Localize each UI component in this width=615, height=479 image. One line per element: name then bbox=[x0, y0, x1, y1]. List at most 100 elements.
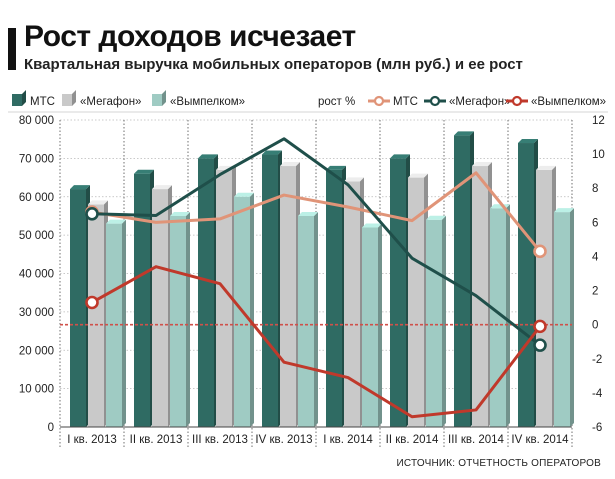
growth-line-megafon bbox=[90, 137, 542, 347]
bar-top bbox=[326, 165, 346, 170]
growth-tick-label: 2 bbox=[592, 286, 598, 298]
growth-endpoint-marker bbox=[85, 295, 99, 310]
title-accent-bar bbox=[8, 28, 16, 70]
legend-line-label-vympelcom: «Вымпелком» bbox=[531, 96, 606, 108]
bar-top bbox=[518, 139, 538, 144]
bar-mts bbox=[262, 154, 278, 427]
bar-top bbox=[298, 211, 318, 216]
y-tick-label: 0 bbox=[48, 422, 54, 434]
bar-megafon bbox=[408, 177, 424, 427]
growth-endpoint-marker bbox=[533, 338, 547, 352]
legend-swatch-mts bbox=[12, 94, 22, 106]
bar-megafon bbox=[152, 189, 168, 427]
legend-line-label-mts: МТС bbox=[393, 96, 418, 108]
legend-swatch-megafon bbox=[62, 94, 72, 106]
growth-lines bbox=[85, 137, 547, 419]
x-tick-label: IV кв. 2014 bbox=[511, 434, 569, 446]
bar-mts bbox=[518, 143, 534, 427]
legend-swatch-side bbox=[162, 90, 166, 106]
bar-top bbox=[152, 185, 172, 190]
bar-top bbox=[344, 177, 364, 182]
bar-vympelcom bbox=[170, 215, 186, 427]
bar-top bbox=[88, 200, 108, 205]
x-tick-label: I кв. 2013 bbox=[67, 434, 117, 446]
growth-tick-label: -4 bbox=[592, 388, 603, 400]
chart-title: Рост доходов исчезает bbox=[24, 20, 356, 53]
growth-tick-label: -2 bbox=[592, 354, 602, 366]
bar-top bbox=[198, 154, 218, 159]
legend-growth-label: рост % bbox=[318, 96, 355, 108]
growth-endpoint-marker bbox=[533, 319, 547, 334]
bar-side bbox=[314, 211, 318, 427]
bar-top bbox=[134, 169, 154, 174]
bar-top bbox=[454, 131, 474, 136]
bar-megafon bbox=[216, 169, 232, 427]
bar-mts bbox=[134, 173, 150, 427]
x-tick-label: III кв. 2013 bbox=[192, 434, 248, 446]
legend-swatch-side bbox=[72, 90, 76, 106]
y-tick-label: 10 000 bbox=[19, 384, 54, 396]
bar-top bbox=[408, 173, 428, 178]
bar-top bbox=[472, 162, 492, 167]
y-tick-label: 50 000 bbox=[19, 230, 54, 242]
x-tick-label: I кв. 2014 bbox=[323, 434, 373, 446]
y-tick-label: 40 000 bbox=[19, 269, 54, 281]
legend-swatch-vympelcom bbox=[152, 94, 162, 106]
y-tick-label: 70 000 bbox=[19, 153, 54, 165]
bar-vympelcom bbox=[362, 227, 378, 427]
bar-side bbox=[570, 208, 574, 427]
bar-top bbox=[426, 215, 446, 220]
growth-endpoint-marker bbox=[533, 244, 547, 259]
bar-side bbox=[186, 211, 190, 427]
y-tick-label: 60 000 bbox=[19, 192, 54, 204]
bar-top bbox=[280, 162, 300, 167]
growth-tick-label: 6 bbox=[592, 217, 598, 229]
bar-top bbox=[262, 150, 282, 155]
bar-vympelcom bbox=[106, 223, 122, 427]
bar-megafon bbox=[280, 166, 296, 428]
bar-side bbox=[506, 204, 510, 427]
legend-swatch-side bbox=[22, 90, 26, 106]
bar-mts bbox=[390, 158, 406, 427]
growth-tick-label: 8 bbox=[592, 183, 598, 195]
bar-top bbox=[234, 192, 254, 197]
legend-label-megafon: «Мегафон» bbox=[80, 96, 141, 108]
y-tick-label: 30 000 bbox=[19, 307, 54, 319]
bar-mts bbox=[326, 169, 342, 427]
bar-top bbox=[554, 208, 574, 213]
legend-label-mts: МТС bbox=[30, 96, 55, 108]
growth-endpoint-marker bbox=[85, 207, 99, 221]
chart-subtitle: Квартальная выручка мобильных операторов… bbox=[24, 56, 523, 73]
bar-vympelcom bbox=[426, 219, 442, 427]
bar-top bbox=[390, 154, 410, 159]
bar-top bbox=[70, 185, 90, 190]
bar-top bbox=[106, 219, 126, 224]
growth-tick-label: 0 bbox=[592, 320, 598, 332]
x-tick-label: II кв. 2014 bbox=[386, 434, 439, 446]
y-tick-label: 80 000 bbox=[19, 115, 54, 127]
y-tick-label: 20 000 bbox=[19, 345, 54, 357]
growth-tick-label: 4 bbox=[592, 251, 599, 263]
bar-side bbox=[442, 215, 446, 427]
growth-line-mts bbox=[90, 171, 542, 253]
bar-top bbox=[170, 211, 190, 216]
bar-mts bbox=[198, 158, 214, 427]
bar-megafon bbox=[344, 181, 360, 427]
x-tick-label: III кв. 2014 bbox=[448, 434, 504, 446]
bar-side bbox=[250, 192, 254, 427]
x-tick-label: IV кв. 2013 bbox=[255, 434, 312, 446]
legend-marker-mts bbox=[373, 95, 385, 107]
legend-label-vympelcom: «Вымпелком» bbox=[170, 96, 245, 108]
bar-megafon bbox=[536, 169, 552, 427]
bar-top bbox=[362, 223, 382, 228]
axes: 0 10 000 20 000 30 000 40 000 50 000 60 000 70 … bbox=[19, 115, 605, 446]
bar-mts bbox=[454, 135, 470, 427]
x-tick-label: II кв. 2013 bbox=[130, 434, 183, 446]
growth-tick-label: 10 bbox=[592, 149, 605, 161]
legend-marker-megafon bbox=[429, 95, 441, 107]
growth-tick-label: 12 bbox=[592, 115, 605, 127]
legend: МТС «Мегафон» «Вымпелком» рост % МТС «Мегафон… bbox=[8, 90, 608, 113]
bar-side bbox=[122, 219, 126, 427]
growth-tick-label: -6 bbox=[592, 422, 602, 434]
